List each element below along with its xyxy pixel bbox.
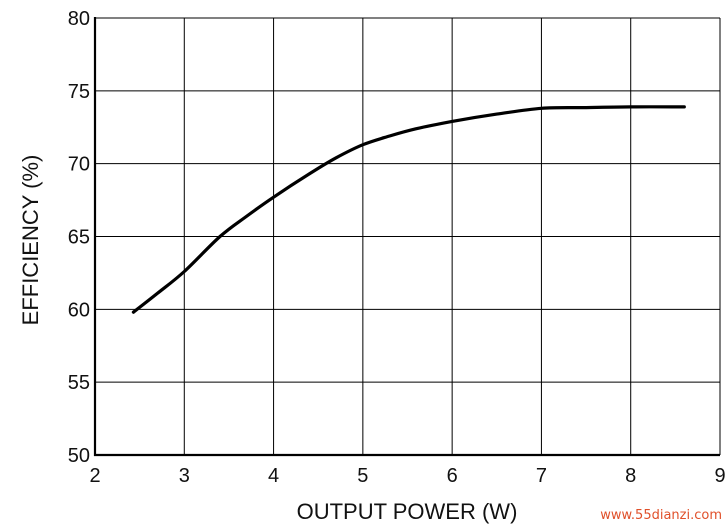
efficiency-series-line xyxy=(131,105,686,314)
x-tick-label: 8 xyxy=(625,465,636,487)
grid xyxy=(95,17,721,455)
y-tick-label: 55 xyxy=(68,372,90,394)
x-tick-label: 4 xyxy=(268,465,279,487)
y-tick-labels: 50 55 60 65 70 75 80 xyxy=(68,8,90,467)
series-group xyxy=(131,105,686,314)
x-axis-label: OUTPUT POWER (W) xyxy=(297,499,518,524)
x-tick-label: 6 xyxy=(447,465,458,487)
y-tick-label: 65 xyxy=(68,227,90,249)
y-tick-label: 50 xyxy=(68,445,90,467)
y-tick-label: 80 xyxy=(68,8,90,30)
axes xyxy=(93,17,720,457)
y-tick-label: 70 xyxy=(68,154,90,176)
x-tick-label: 2 xyxy=(89,465,100,487)
y-tick-label: 60 xyxy=(68,299,90,321)
x-tick-label: 9 xyxy=(714,465,725,487)
y-tick-label: 75 xyxy=(68,81,90,103)
x-tick-label: 7 xyxy=(536,465,547,487)
watermark-text: www.55dianzi.com xyxy=(600,508,722,523)
y-axis-label: EFFICIENCY (%) xyxy=(18,155,43,326)
x-tick-label: 3 xyxy=(179,465,190,487)
x-tick-label: 5 xyxy=(357,465,368,487)
x-tick-labels: 2 3 4 5 6 7 8 9 xyxy=(89,465,725,487)
